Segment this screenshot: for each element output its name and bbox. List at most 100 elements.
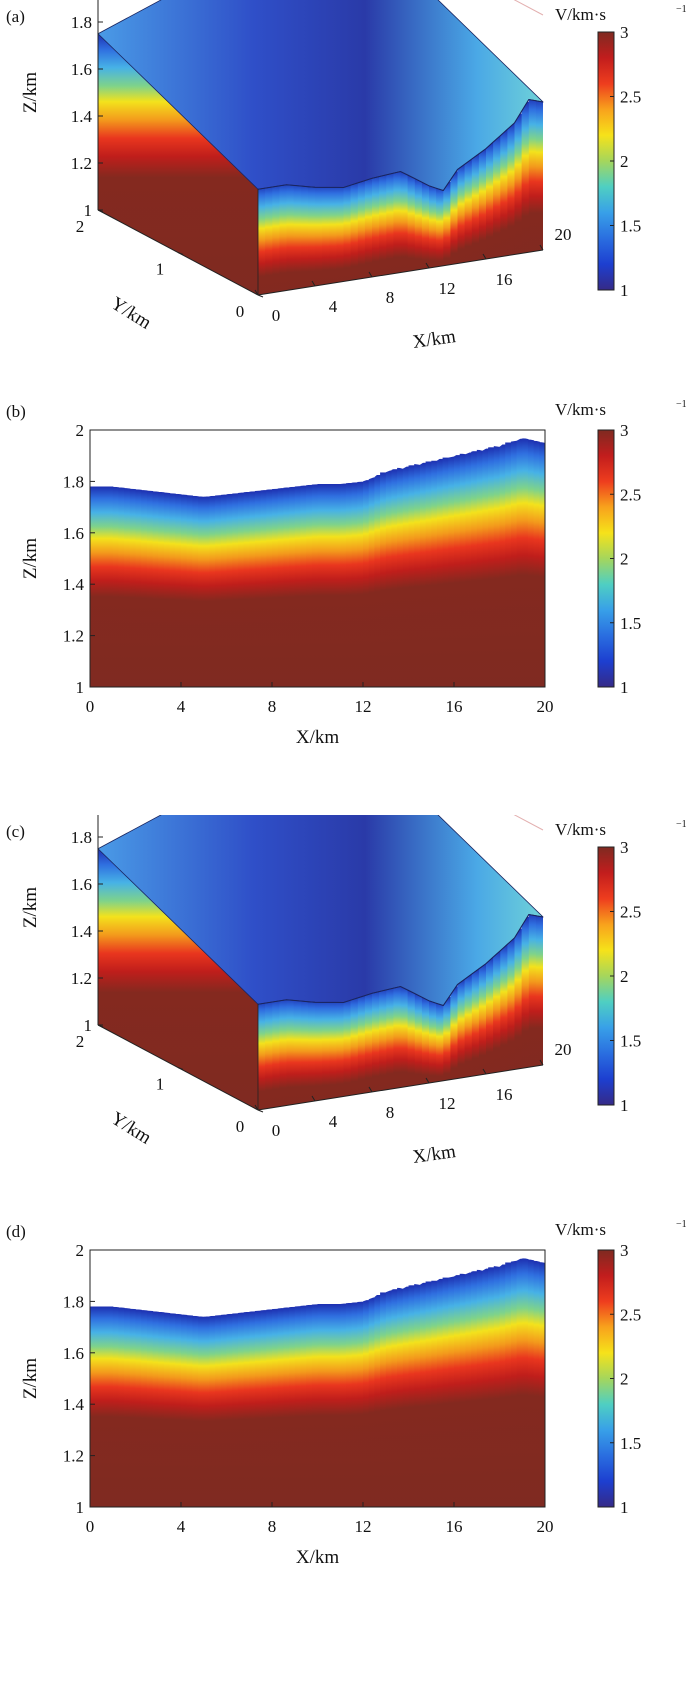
y-tick-label: 0 [236, 302, 245, 321]
velocity-column [186, 1315, 193, 1507]
velocity-column [334, 484, 341, 687]
velocity-column [363, 480, 370, 687]
velocity-column [528, 99, 537, 295]
velocity-column [385, 470, 393, 687]
velocity-column [118, 487, 125, 687]
velocity-column [393, 983, 402, 1110]
velocity-column [272, 998, 281, 1110]
panel-a: (a)11.21.41.61.82Z/km012Y/km048121620X/k… [0, 0, 700, 395]
velocity-column [146, 1310, 154, 1507]
colorbar-tick-label: 2.5 [620, 1305, 641, 1324]
colorbar-tick-label: 2.5 [620, 88, 641, 107]
velocity-column [493, 1266, 501, 1507]
velocity-column [364, 176, 373, 295]
velocity-column [402, 1286, 410, 1507]
y-tick [177, 252, 184, 255]
panel-label: (b) [6, 402, 26, 421]
velocity-column [442, 457, 449, 687]
velocity-column [343, 182, 352, 295]
x-tick-label: 4 [329, 1112, 338, 1131]
velocity-column [220, 494, 228, 687]
velocity-column [249, 1311, 256, 1507]
y-axis-label: Y/km [107, 1108, 155, 1149]
velocity-column [516, 438, 523, 687]
velocity-column [464, 158, 473, 295]
y-axis-label: Z/km [20, 538, 41, 579]
velocity-column [533, 1260, 540, 1507]
velocity-column [357, 1301, 364, 1507]
velocity-column [357, 178, 366, 295]
velocity-column [294, 1306, 302, 1507]
velocity-column [368, 1297, 375, 1507]
velocity-column [249, 491, 256, 687]
x-tick-label: 8 [386, 288, 395, 307]
velocity-column [300, 182, 309, 295]
velocity-column [340, 1303, 347, 1507]
colorbar-tick-label: 3 [620, 1241, 629, 1260]
velocity-column [329, 999, 338, 1110]
y-tick-label: 1.2 [63, 627, 84, 646]
velocity-column [442, 1277, 449, 1507]
velocity-column [450, 171, 459, 295]
velocity-column [293, 182, 302, 295]
x-tick [482, 1068, 487, 1075]
x-axis [257, 249, 544, 296]
velocity-column [539, 442, 545, 687]
velocity-column [414, 1284, 421, 1507]
z-tick-label: 1.6 [71, 875, 92, 894]
velocity-column [372, 989, 381, 1110]
velocity-column [408, 1285, 415, 1507]
velocity-column [243, 1312, 250, 1507]
velocity-column [431, 460, 438, 687]
velocity-column [266, 1309, 273, 1507]
velocity-column [478, 147, 487, 295]
y-axis-label: Y/km [107, 293, 155, 334]
colorbar-label-exponent: −1 [676, 399, 687, 410]
velocity-column [107, 486, 114, 687]
velocity-column [471, 451, 478, 687]
x-tick [368, 1086, 373, 1093]
velocity-column [499, 444, 506, 687]
velocity-column [528, 914, 537, 1110]
z-tick-label: 1 [84, 201, 93, 220]
x-tick-label: 4 [329, 297, 338, 316]
y-tick-label: 1.4 [63, 575, 85, 594]
y-tick-label: 1.6 [63, 524, 84, 543]
y-tick-label: 2 [76, 1241, 85, 1260]
velocity-column [254, 490, 262, 687]
velocity-column [372, 174, 381, 295]
velocity-column [397, 1287, 404, 1507]
velocity-column [340, 483, 347, 687]
y-tick-label: 1 [156, 1075, 165, 1094]
panel-c: (c)11.21.41.61.82Z/km012Y/km048121620X/k… [0, 744, 700, 1215]
velocity-column [350, 995, 359, 1110]
velocity-column [436, 458, 444, 687]
velocity-column [286, 181, 295, 295]
velocity-column [471, 968, 480, 1110]
velocity-column [265, 184, 274, 295]
velocity-column [459, 1273, 466, 1507]
y-tick-label: 0 [236, 1117, 245, 1136]
velocity-column [289, 1306, 296, 1507]
velocity-column [323, 1304, 330, 1507]
velocity-column [527, 439, 535, 687]
velocity-column [293, 997, 302, 1110]
velocity-column [158, 492, 165, 687]
velocity-column [90, 486, 97, 687]
velocity-column [306, 484, 313, 687]
colorbar-label: V/km·s [555, 400, 606, 419]
y-tick-label: 2 [76, 421, 85, 440]
velocity-column [364, 991, 373, 1110]
velocity-column [163, 1312, 171, 1507]
velocity-column [454, 1275, 461, 1507]
velocity-column [192, 1315, 199, 1507]
chart-d: (d) 0 4 8 12 16 20 1 1.2 1.4 1.6 1.8 2 X/km Z/km 1 1.5 2 2… [6, 1219, 687, 1568]
velocity-column [307, 998, 316, 1110]
panel-label: (a) [6, 7, 25, 26]
y-tick-label: 2 [76, 217, 85, 236]
velocity-column [357, 993, 366, 1110]
velocity-column [507, 122, 516, 295]
panel-d: (d) 0 4 8 12 16 20 1 1.2 1.4 1.6 1.8 2 X/km Z/km 1 1.5 2 2… [0, 1215, 700, 1693]
velocity-column [510, 1260, 518, 1507]
velocity-column [260, 1310, 267, 1507]
